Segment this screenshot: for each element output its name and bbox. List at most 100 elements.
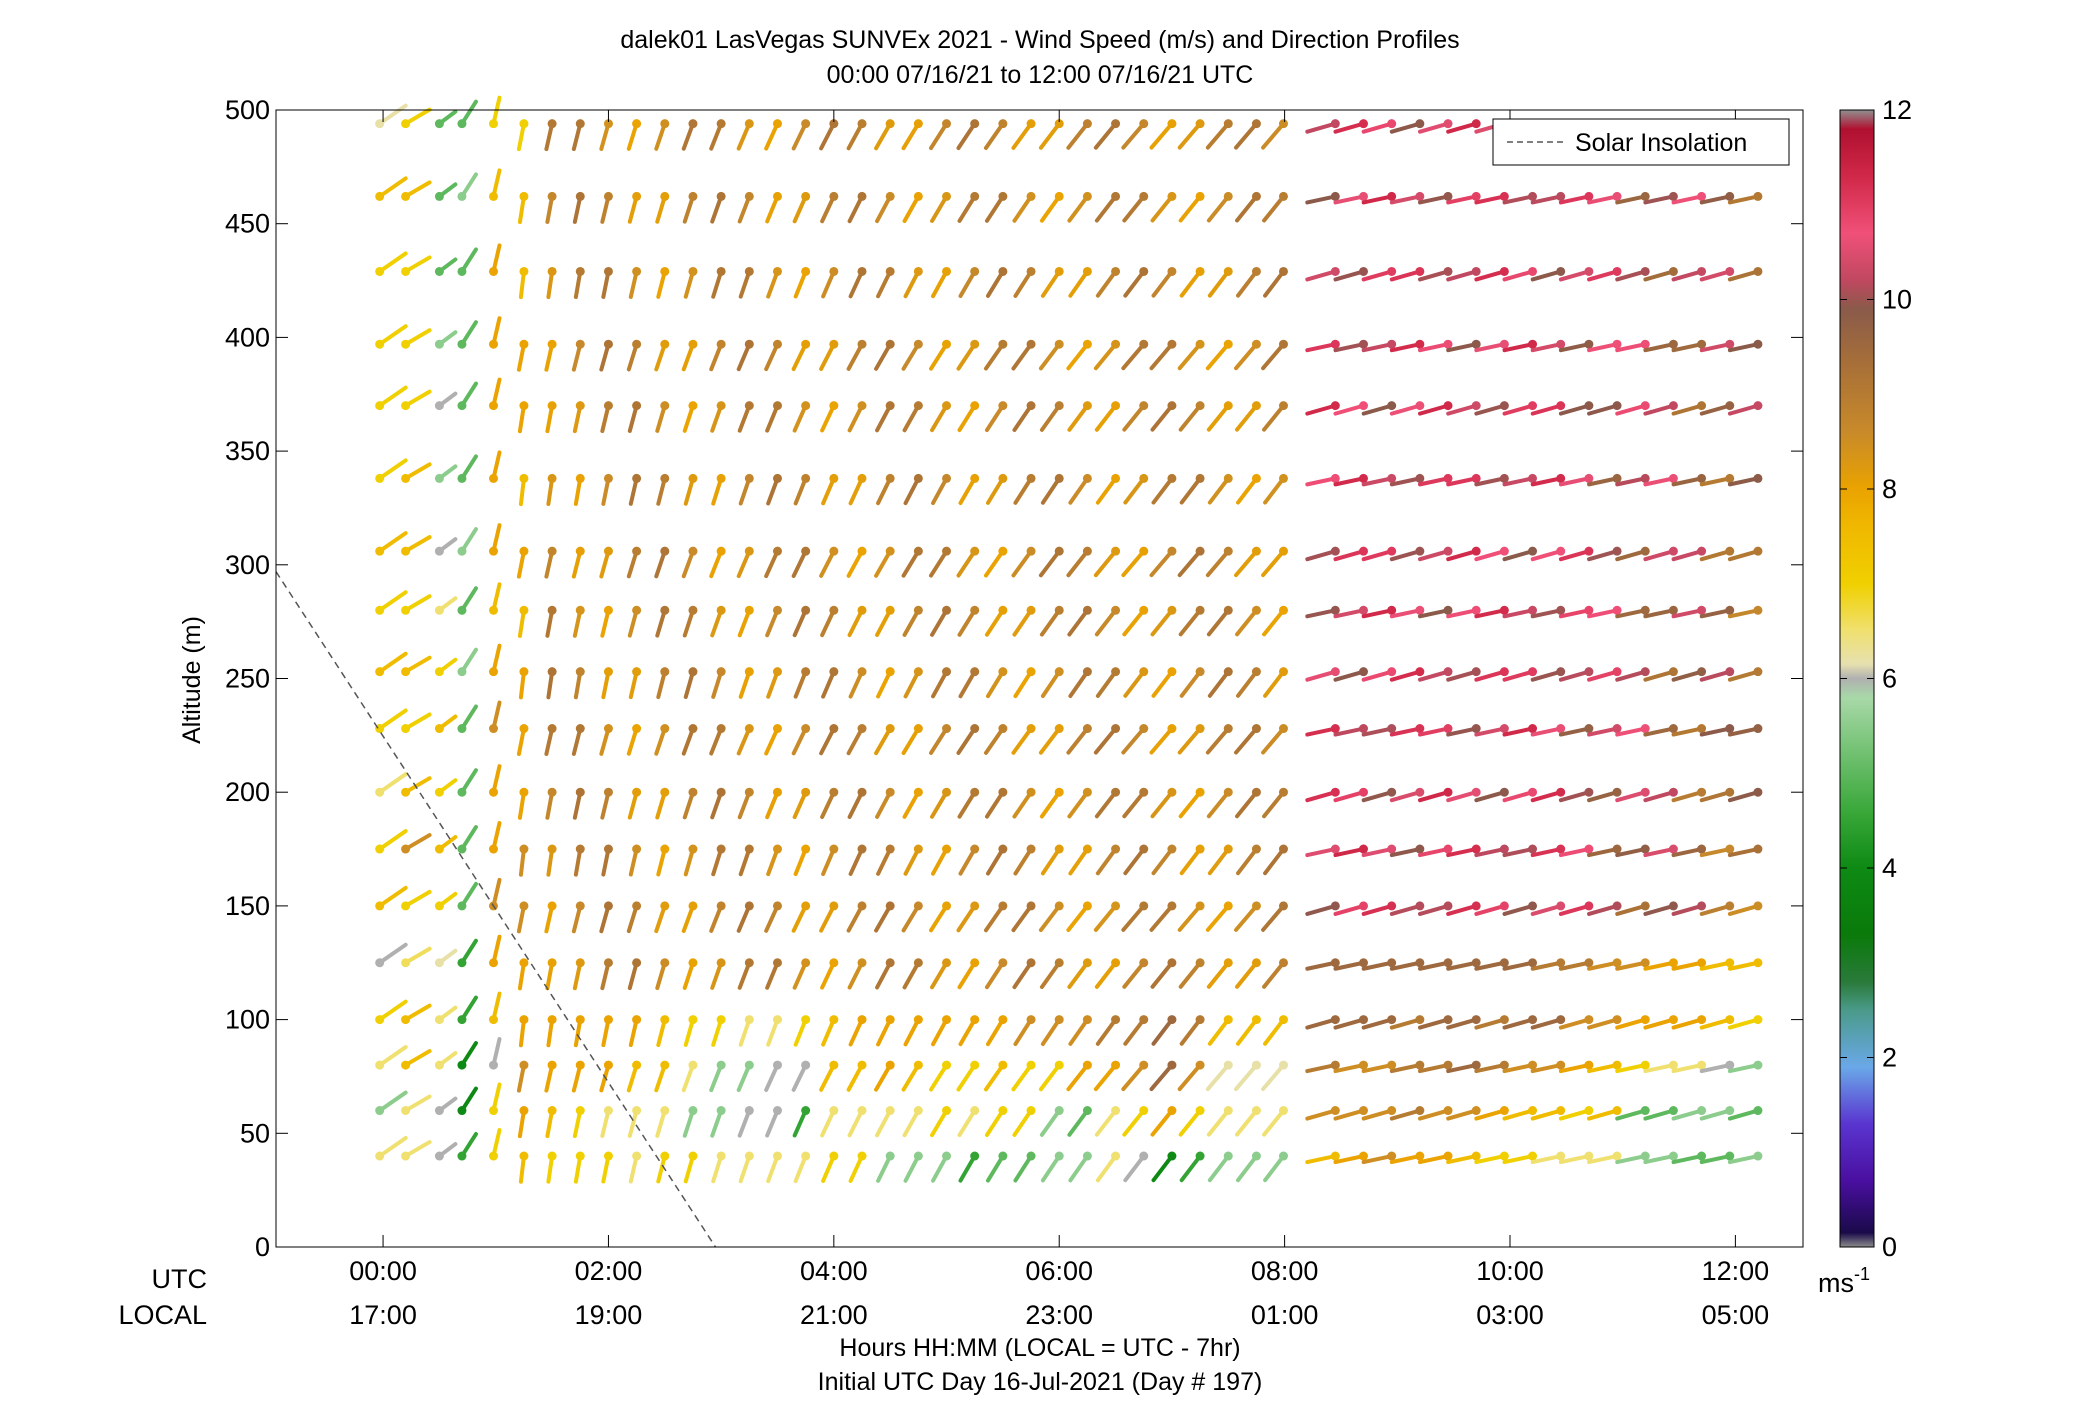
wind-barb-dot [1753,1060,1763,1070]
wind-barb-dot [603,787,613,797]
wind-barb-shaft [957,960,977,990]
wind-barb-dot [547,1151,557,1161]
wind-barb-dot [1697,667,1707,677]
wind-barb-shaft [1261,903,1286,932]
wind-barb-dot [857,266,867,276]
wind-barb-dot [716,119,726,129]
wind-barb-dot [716,1106,726,1116]
wind-barb-dot [1026,1015,1036,1025]
wind-barb-dot [1251,1015,1261,1025]
wind-barb-dot [998,473,1008,483]
wind-barb-dot [1725,901,1735,911]
wind-barb [434,1005,458,1025]
wind-barb [1123,667,1149,698]
wind-barb-dot [1139,724,1149,734]
wind-barb-shaft [1122,608,1146,637]
wind-barb [1699,605,1735,619]
wind-barb-dot [1111,1106,1121,1116]
wind-barb-dot [1471,901,1481,911]
wind-barb-shaft [1261,342,1286,371]
wind-barb [516,119,529,152]
wind-barb [1011,901,1036,933]
wind-barb-dot [1528,844,1538,854]
y-tick-label: 400 [225,322,270,352]
wind-barb-shaft [1361,608,1394,619]
wind-barb-dot [1499,1060,1509,1070]
wind-barb [656,473,670,506]
wind-barb [1179,266,1205,298]
wind-barb-shaft [403,180,432,199]
wind-barb-shaft [874,121,893,151]
wind-barb-shaft [1474,1063,1507,1074]
wind-barb-shaft [876,476,893,506]
wind-barb [931,1151,952,1183]
wind-barb-shaft [1095,1154,1118,1183]
wind-barb-dot [1223,401,1233,411]
wind-barb-dot [519,401,529,411]
wind-barb-dot [1556,844,1566,854]
wind-barb-shaft [1671,903,1704,916]
wind-barb [874,901,895,933]
wind-barb-shaft [1013,269,1034,298]
wind-barb [1587,1106,1622,1121]
wind-barb-shaft [1558,342,1591,353]
wind-barb-dot [1556,339,1566,349]
wind-barb-shaft [930,608,949,637]
wind-barb [1122,191,1149,223]
wind-barb [1039,787,1064,819]
wind-barb [985,473,1008,505]
wind-barb [846,1060,867,1092]
wind-barb-shaft [1066,903,1090,932]
wind-barb-dot [857,958,867,968]
wind-barb-dot [457,605,467,615]
wind-barb-shaft [1699,1154,1732,1165]
wind-barb-dot [688,724,698,734]
x-row-label-utc: UTC [152,1264,208,1294]
wind-barb-dot [575,667,585,677]
wind-barb-shaft [1558,194,1591,205]
wind-barb-dot [801,266,811,276]
wind-barb-shaft [1122,403,1146,432]
wind-barb-shaft [1643,1017,1676,1030]
wind-barb [1671,401,1707,416]
wind-barb-dot [660,667,670,677]
wind-barb-shaft [983,903,1005,933]
wind-barb [710,191,726,224]
wind-barb [600,605,613,638]
wind-barb-dot [744,119,754,129]
wind-barb-dot [970,473,980,483]
wind-barb [599,901,613,934]
wind-barb [1012,605,1036,637]
wind-barb-shaft [846,1063,865,1092]
wind-barb-dot [829,546,839,556]
wind-barb [1333,724,1368,737]
wind-barb-dot [1725,473,1735,483]
wind-barb [1474,1015,1509,1030]
wind-barb-shaft [1699,1017,1732,1030]
wind-barb [1038,546,1064,578]
wind-barb-dot [547,901,557,911]
wind-barb [1474,787,1509,803]
wind-barb-shaft [1474,549,1507,562]
wind-barb-dot [942,119,952,129]
wind-barb-shaft [1040,476,1062,505]
wind-barb-dot [660,546,670,556]
wind-barb-dot [1026,958,1036,968]
wind-barb-shaft [848,1017,865,1047]
wind-barb-dot [1499,958,1509,968]
wind-barb [1305,473,1340,487]
wind-barb-shaft [876,1154,893,1183]
wind-barb-dot [632,339,642,349]
wind-barb [1474,1106,1509,1121]
wind-barb-shaft [1671,608,1704,619]
wind-barb [1177,1060,1205,1092]
wind-barb-shaft [1502,960,1535,971]
wind-barb-dot [1528,901,1538,911]
wind-barb-dot [1387,901,1397,911]
wind-barb [709,1060,726,1093]
wind-barb-dot [1556,605,1566,615]
wind-barb-shaft [764,726,780,756]
wind-barb [1066,724,1092,755]
wind-barb-dot [801,546,811,556]
wind-barb-shaft [1671,403,1704,416]
